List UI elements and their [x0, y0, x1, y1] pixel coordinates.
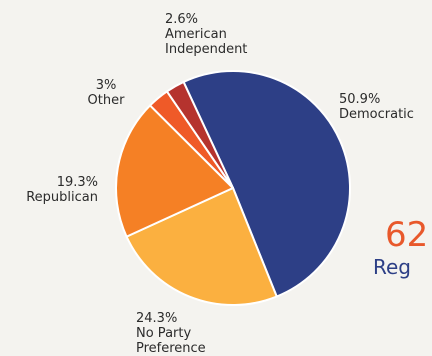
label-no-party-line1: No Party: [136, 326, 192, 341]
label-democratic-value: 50.9%: [339, 92, 381, 107]
callout-number: 62: [385, 215, 429, 255]
label-american-independent-line2: Independent: [165, 42, 248, 57]
label-no-party: 24.3% No Party Preference: [136, 311, 206, 356]
label-no-party-value: 24.3%: [136, 311, 178, 326]
callout-caption: Reg: [373, 255, 411, 279]
pie-slice-american-independent: [165, 80, 234, 189]
label-republican-value: 19.3%: [56, 175, 98, 190]
label-no-party-line2: Preference: [136, 341, 206, 356]
label-republican-name: Republican: [26, 190, 98, 205]
label-republican: 19.3% Republican: [8, 175, 98, 205]
label-american-independent-value: 2.6%: [165, 12, 199, 27]
pie-slice-no-party-preference: [125, 187, 278, 306]
label-american-independent-line1: American: [165, 27, 227, 42]
pie-slice-democratic: [182, 70, 351, 298]
label-democratic: 50.9% Democratic: [339, 92, 414, 122]
label-democratic-name: Democratic: [339, 107, 414, 122]
pie-slice-republican: [115, 104, 234, 238]
label-other: 3% Other: [86, 78, 126, 108]
label-other-value: 3%: [95, 78, 117, 93]
label-american-independent: 2.6% American Independent: [165, 12, 247, 57]
label-other-name: Other: [87, 93, 125, 108]
